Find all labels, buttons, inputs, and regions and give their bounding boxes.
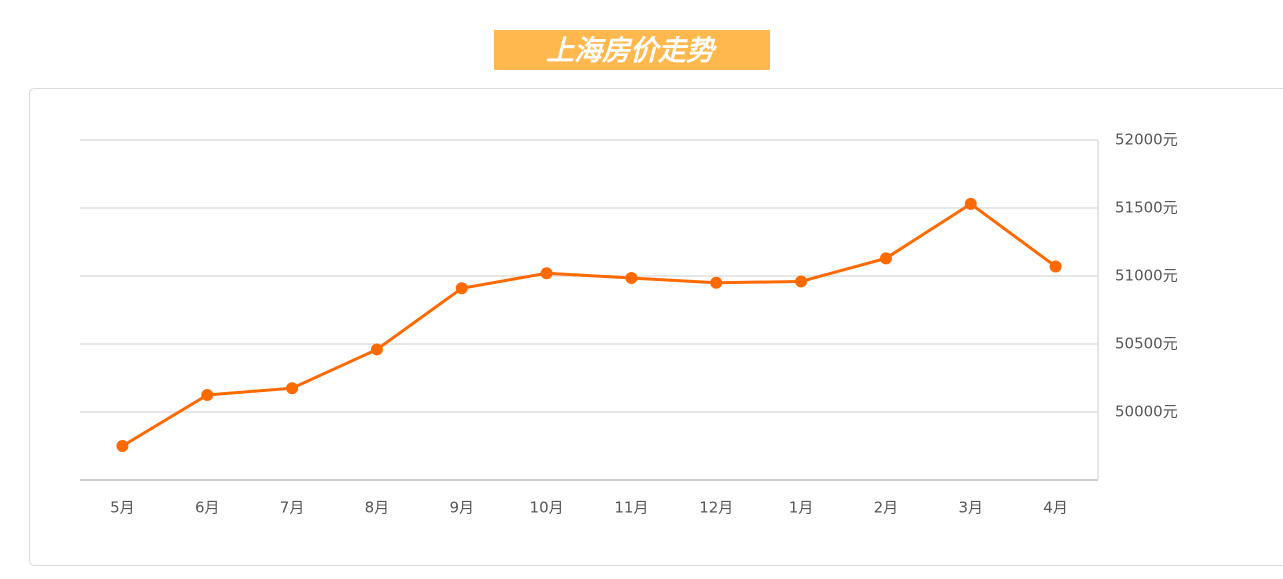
x-tick-label: 3月 (958, 499, 983, 517)
point (116, 440, 129, 452)
point (879, 252, 892, 265)
x-tick-label: 1月 (789, 499, 814, 517)
chart-title: 上海房价走势 (546, 34, 717, 67)
point (286, 382, 299, 395)
x-tick-label: 8月 (365, 499, 390, 517)
chart-card (29, 88, 1283, 566)
point (795, 275, 808, 288)
x-tick-label: 4月 (1043, 499, 1068, 517)
point (964, 197, 977, 210)
point (625, 272, 638, 285)
point (710, 276, 723, 289)
x-tick-label: 7月 (280, 499, 305, 517)
x-tick-label: 5月 (110, 499, 135, 517)
line (121, 202, 1057, 448)
y-tick-label: 52000元 (1115, 131, 1178, 149)
y-tick-label: 50000元 (1115, 403, 1178, 421)
x-tick-label: 11月 (614, 499, 648, 517)
point (201, 389, 214, 401)
title-banner (494, 30, 770, 70)
point (370, 343, 383, 356)
x-tick-label: 10月 (530, 499, 564, 517)
y-tick-label: 50500元 (1115, 335, 1178, 353)
x-tick-label: 2月 (874, 499, 899, 517)
x-tick-label: 12月 (699, 499, 733, 517)
point (540, 267, 553, 280)
point (1049, 260, 1062, 273)
y-tick-label: 51000元 (1115, 267, 1178, 285)
y-tick-label: 51500元 (1115, 199, 1178, 217)
x-tick-label: 9月 (449, 499, 474, 517)
point (455, 282, 468, 295)
x-tick-label: 6月 (195, 499, 220, 517)
